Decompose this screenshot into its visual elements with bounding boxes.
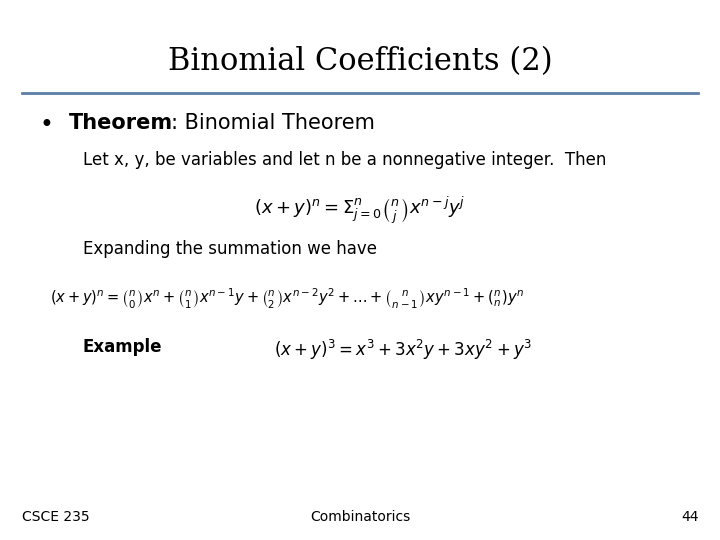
Text: Binomial Coefficients (2): Binomial Coefficients (2) — [168, 46, 552, 77]
Text: Combinatorics: Combinatorics — [310, 510, 410, 524]
Text: Let x, y, be variables and let n be a nonnegative integer.  Then: Let x, y, be variables and let n be a no… — [83, 151, 606, 169]
Text: $(x + y)^3 = x^3 + 3x^2y + 3xy^2 + y^3$: $(x + y)^3 = x^3 + 3x^2y + 3xy^2 + y^3$ — [274, 338, 532, 362]
Text: $(x + y)^n = \binom{n}{0}x^n + \binom{n}{1}x^{n-1}y + \binom{n}{2}x^{n-2}y^2 + \: $(x + y)^n = \binom{n}{0}x^n + \binom{n}… — [50, 286, 525, 311]
Text: $(x + y)^n = \Sigma_{j=0}^{n} \binom{n}{j} x^{n-j} y^j$: $(x + y)^n = \Sigma_{j=0}^{n} \binom{n}{… — [254, 194, 466, 227]
Text: Theorem: Theorem — [68, 113, 173, 133]
Text: Expanding the summation we have: Expanding the summation we have — [83, 240, 377, 258]
Text: : Binomial Theorem: : Binomial Theorem — [171, 113, 374, 133]
Text: 44: 44 — [681, 510, 698, 524]
Text: Example: Example — [83, 338, 162, 355]
Text: •: • — [40, 113, 53, 137]
Text: CSCE 235: CSCE 235 — [22, 510, 89, 524]
